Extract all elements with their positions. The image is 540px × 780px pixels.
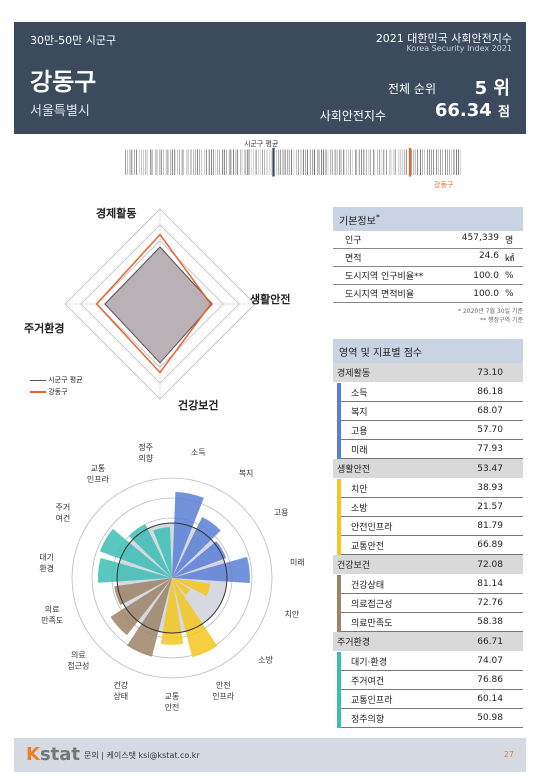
radar-chart	[64, 208, 256, 400]
polar-wedge	[172, 541, 227, 578]
info-row: 도시지역 인구비율** 100.0%	[333, 267, 523, 285]
polar-grid	[91, 497, 253, 659]
polar-wedge	[126, 578, 172, 657]
radar-avg-series	[104, 246, 213, 364]
index-value: 66.34 점	[434, 100, 510, 121]
radar-legend: 시군구 평균 강동구	[30, 374, 83, 398]
radar-label-safety: 생활안전	[250, 293, 291, 306]
rank-label: 전체 순위	[388, 82, 436, 96]
radar-label-housing: 주거환경	[24, 322, 65, 335]
report-subtitle: Korea Security Index 2021	[406, 44, 512, 53]
polar-label: 교통 인프라	[87, 464, 110, 484]
polar-wedge	[128, 524, 172, 578]
polar-wedge	[114, 578, 172, 606]
legend-avg: 시군구 평균	[30, 374, 83, 386]
score-item-row: 미래 77.93	[333, 440, 523, 459]
polar-label: 치안	[284, 609, 299, 619]
scores-panel: 영역 및 지표별 점수 경제활동 73.10 소득 86.18 복지 68.07 고용 57.…	[333, 339, 523, 728]
radar-label-health: 건강보건	[178, 399, 219, 412]
polar-wedge	[160, 578, 184, 645]
polar-wedge	[99, 528, 172, 578]
polar-wedge	[172, 516, 221, 578]
polar-label: 건강 상태	[113, 680, 128, 701]
report-title: 2021 대한민국 사회안전지수	[375, 32, 512, 45]
polar-wedge	[172, 556, 250, 584]
score-group-row: 경제활동 73.10	[333, 363, 523, 383]
radar-label-economy: 경제활동	[96, 207, 137, 220]
basic-info-rows: 인구 457,339 명 면적 24.6 ㎢ 도시지역 인구비율** 100.0% 도시지역 면…	[333, 231, 523, 303]
polar-wedge	[110, 578, 172, 636]
score-item-row: 안전인프라 81.79	[333, 517, 523, 536]
score-item-row: 의료접근성 72.76	[333, 594, 523, 613]
polar-label: 소득	[191, 448, 206, 457]
polar-wedge	[172, 578, 218, 658]
province-name: 서울특별시	[30, 104, 90, 119]
basic-info-title: 기본정보*	[333, 207, 523, 231]
polar-wedge	[172, 491, 204, 578]
district-name: 강동구	[30, 68, 97, 96]
score-group-row: 생활안전 53.47	[333, 459, 523, 479]
rank-strip: 시군구 평균	[125, 148, 461, 177]
rank-value: 5 위	[474, 78, 510, 99]
score-item-row: 고용 57.70	[333, 421, 523, 440]
polar-label: 의료 만족도	[41, 604, 63, 625]
score-group-row: 주거환경 66.71	[333, 632, 523, 652]
polar-label: 주거 여건	[56, 503, 71, 523]
score-item-row: 교통안전 66.89	[333, 536, 523, 555]
score-item-row: 정주의향 50.98	[333, 709, 523, 728]
polar-label: 복지	[239, 469, 254, 478]
score-item-row: 교통인프라 60.14	[333, 690, 523, 709]
info-row: 도시지역 면적비율 100.0%	[333, 285, 523, 303]
kstat-logo: Kstat	[26, 744, 81, 765]
score-item-row: 소득 86.18	[333, 383, 523, 402]
radar-district-series	[95, 233, 212, 374]
info-row: 인구 457,339 명	[333, 231, 523, 249]
score-item-row: 건강상태 81.14	[333, 575, 523, 594]
polar-label: 의료 접근성	[67, 649, 89, 670]
score-item-row: 주거여건 76.86	[333, 671, 523, 690]
polar-label: 교통 안전	[165, 692, 180, 712]
polar-label: 대기 환경	[39, 553, 54, 573]
polar-label: 미래	[290, 558, 305, 567]
polar-wedge	[172, 578, 191, 595]
polar-grid	[71, 477, 273, 679]
basic-info-note: * 2020년 7월 30일 기준 ** 행정구역 기준	[458, 308, 523, 324]
index-label: 사회안전지수	[319, 109, 386, 123]
strip-district-caption: 강동구	[434, 181, 454, 189]
polar-label: 소방	[258, 654, 273, 664]
legend-district: 강동구	[30, 386, 83, 398]
score-group-row: 건강보건 72.08	[333, 555, 523, 575]
polar-label: 정주 의향	[138, 442, 153, 463]
score-item-row: 복지 68.07	[333, 402, 523, 421]
header-banner: 30만-50만 시군구 2021 대한민국 사회안전지수 Korea Secur…	[14, 22, 526, 134]
polar-label: 안전 인프라	[212, 680, 235, 701]
category-label: 30만-50만 시군구	[30, 34, 117, 47]
info-row: 면적 24.6 ㎢	[333, 249, 523, 267]
polar-wedge	[153, 527, 172, 578]
score-item-row: 치안 38.93	[333, 479, 523, 498]
scores-title: 영역 및 지표별 점수	[333, 339, 523, 363]
footer-contact: 문의 | 케이스탯 ksi@kstat.co.kr	[84, 751, 200, 760]
strip-avg-caption: 시군구 평균	[244, 140, 279, 148]
polar-wedge	[172, 578, 211, 597]
score-item-row: 소방 21.57	[333, 498, 523, 517]
polar-wedge	[97, 557, 172, 583]
score-item-row: 의료만족도 58.38	[333, 613, 523, 632]
footer: Kstat 문의 | 케이스탯 ksi@kstat.co.kr 27	[14, 738, 526, 772]
polar-avg-ring	[116, 522, 228, 634]
basic-info-panel: 기본정보* 인구 457,339 명 면적 24.6 ㎢ 도시지역 인구비율** 100.0%…	[333, 207, 523, 325]
score-rows: 경제활동 73.10 소득 86.18 복지 68.07 고용 57.70 미래 77.93 생활안…	[333, 363, 523, 728]
polar-label: 고용	[274, 508, 289, 517]
score-item-row: 대기·환경 74.07	[333, 652, 523, 671]
page-number: 27	[503, 750, 514, 759]
